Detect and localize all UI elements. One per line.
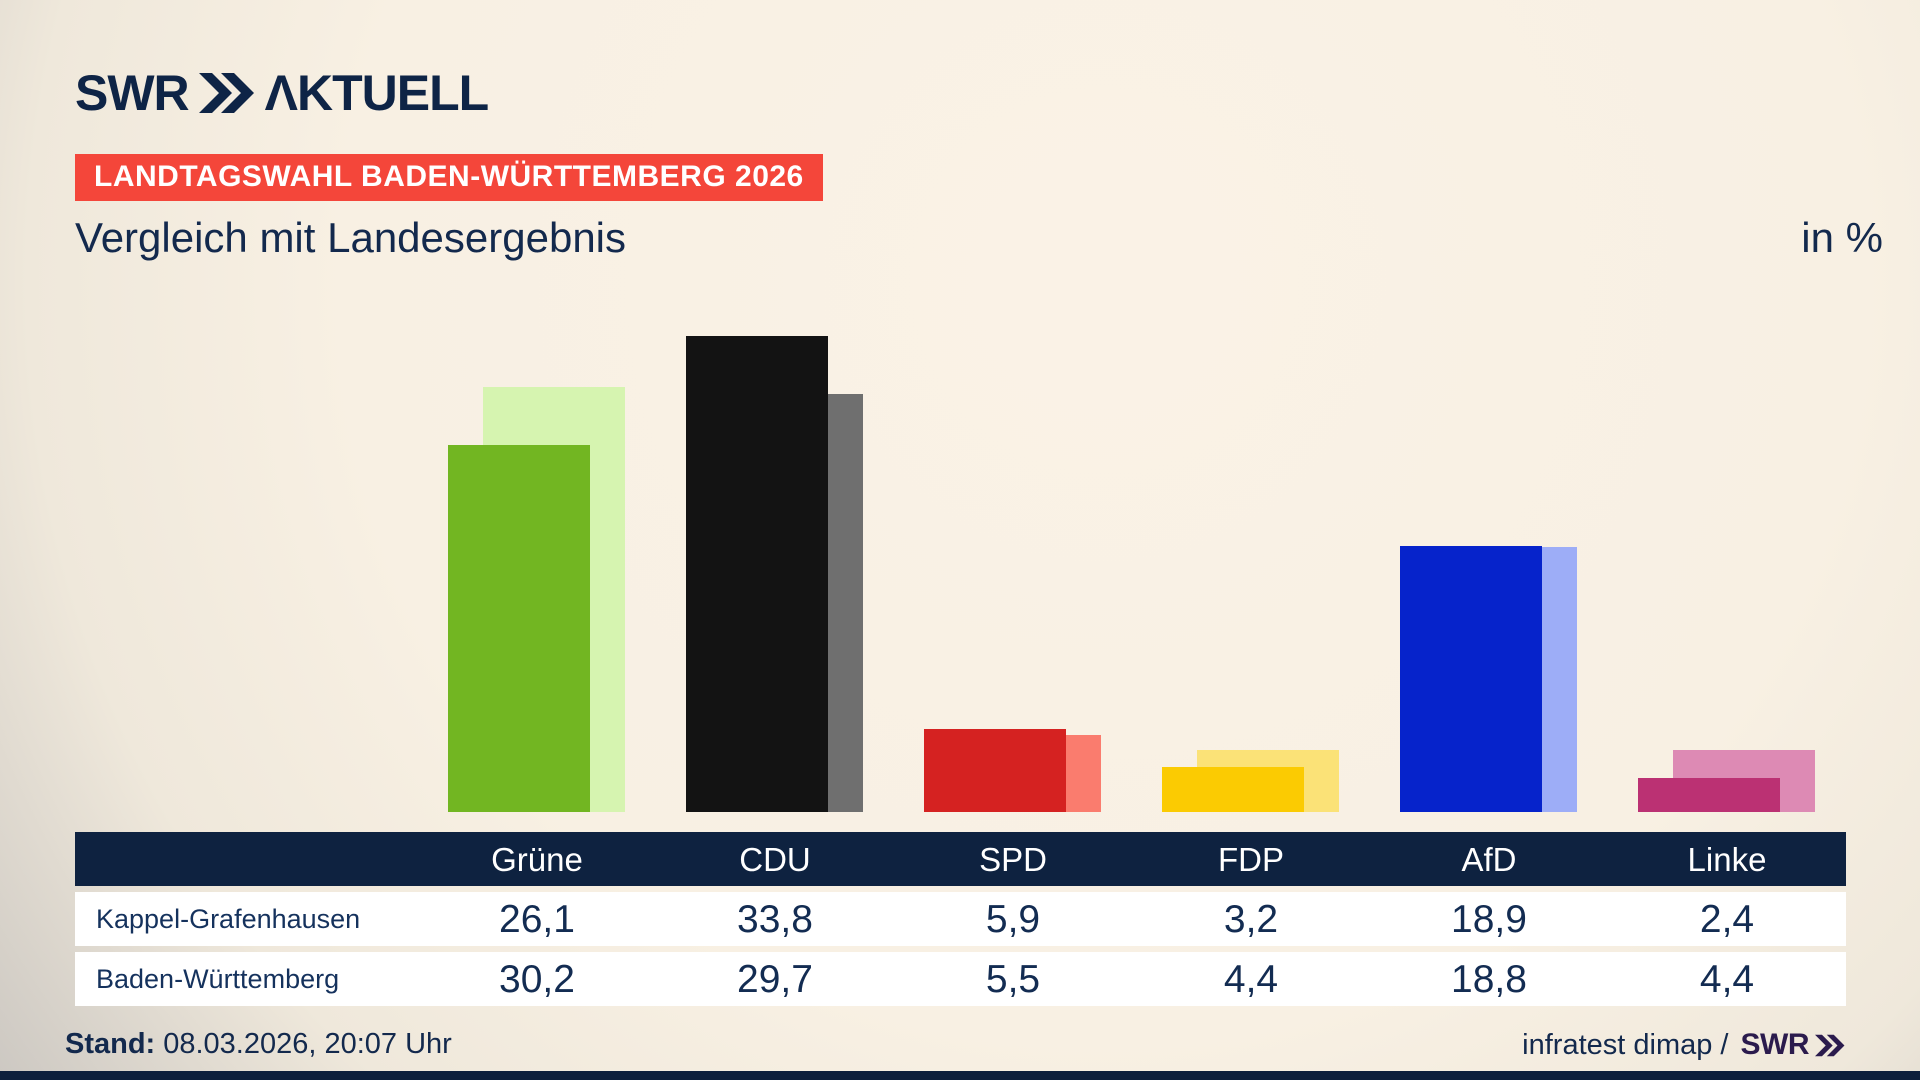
credit-brand: SWR [1741,1028,1846,1062]
credit-text: infratest dimap / [1522,1028,1729,1061]
comparison-bar-chart [75,270,1845,812]
stand-label: Stand: [65,1028,156,1060]
table-header-grüne: Grüne [418,832,656,886]
source-credit: infratest dimap / SWR [1522,1028,1845,1062]
timestamp: Stand: 08.03.2026, 20:07 Uhr [65,1028,452,1061]
table-header-spd: SPD [894,832,1132,886]
table-cell-spd: 5,5 [894,952,1132,1006]
table-header-linke: Linke [1608,832,1846,886]
table-row-label: Kappel-Grafenhausen [75,892,418,946]
table-cell-linke: 2,4 [1608,892,1846,946]
swr-aktuell-logo: SWR ΛKTUELL [75,65,490,121]
table-header-fdp: FDP [1132,832,1370,886]
stand-value: 08.03.2026, 20:07 Uhr [163,1028,452,1060]
table-cell-linke: 4,4 [1608,952,1846,1006]
table-header-afd: AfD [1370,832,1608,886]
bar-local-linke [1638,778,1780,812]
bar-local-cdu [686,336,828,812]
unit-label: in % [1801,214,1883,261]
aktuell-logo-text: ΛKTUELL [264,65,490,121]
chart-title: Vergleich mit Landesergebnis [75,214,627,261]
table-cell-afd: 18,8 [1370,952,1608,1006]
table-cell-spd: 5,9 [894,892,1132,946]
table-cell-cdu: 33,8 [656,892,894,946]
table-row-label: Baden-Württemberg [75,952,418,1006]
swr-double-chevron-icon [1815,1034,1845,1056]
bottom-bar [0,1071,1920,1080]
swr-logo-text: SWR [75,65,190,121]
table-cell-cdu: 29,7 [656,952,894,1006]
table-cell-afd: 18,9 [1370,892,1608,946]
table-cell-grüne: 30,2 [418,952,656,1006]
table-header-corner [75,832,418,886]
table-cell-grüne: 26,1 [418,892,656,946]
bar-local-afd [1400,545,1542,812]
swr-double-chevron-icon [198,73,254,113]
results-table: Grüne CDU SPD FDP AfD Linke Kappel-Grafenhause… [75,832,1846,1006]
bar-local-fdp [1162,766,1304,812]
election-badge: LANDTAGSWAHL BADEN-WÜRTTEMBERG 2026 [75,154,823,201]
table-cell-fdp: 3,2 [1132,892,1370,946]
bar-local-grüne [448,444,590,812]
bar-local-spd [924,728,1066,812]
credit-swr-text: SWR [1740,1028,1810,1061]
title-row: Vergleich mit Landesergebnis in % [75,214,1883,261]
table-header-cdu: CDU [656,832,894,886]
table-cell-fdp: 4,4 [1132,952,1370,1006]
